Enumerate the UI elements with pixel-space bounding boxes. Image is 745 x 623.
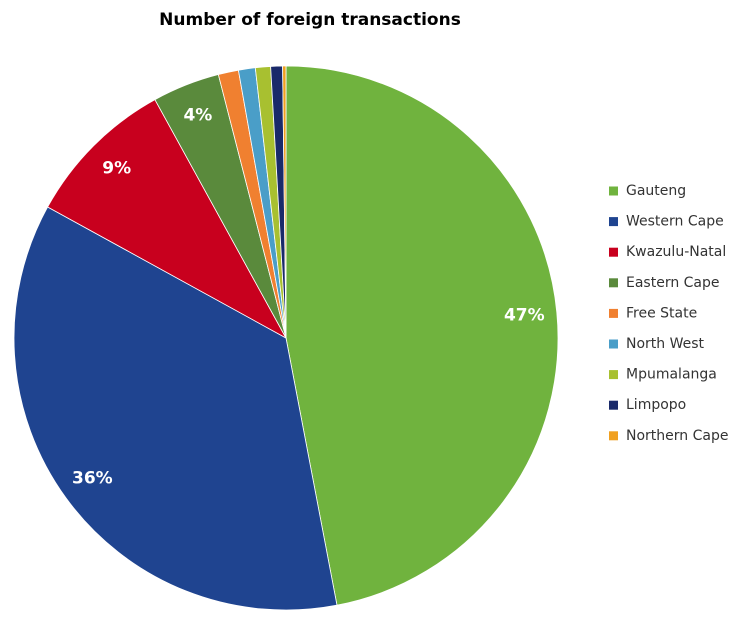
slice-label: 36% (72, 469, 113, 489)
legend-label: Northern Cape (626, 428, 728, 444)
pie-slice (13, 206, 338, 611)
legend-label: Gauteng (626, 183, 686, 199)
legend-swatch (609, 278, 618, 288)
legend-swatch (609, 247, 618, 257)
legend-label: Western Cape (626, 214, 724, 230)
legend-swatch (609, 400, 618, 410)
pie-slice (285, 65, 559, 606)
pie-slice (47, 99, 288, 340)
legend-swatch (609, 217, 618, 227)
legend-label: Mpumalanga (626, 367, 717, 383)
legend-label: Eastern Cape (626, 275, 720, 291)
legend-swatch (609, 186, 618, 196)
legend-label: Kwazulu-Natal (626, 244, 726, 260)
legend-swatch (609, 370, 618, 380)
pie-slice (282, 65, 287, 339)
chart-title: Number of foreign transactions (159, 10, 461, 30)
slice-label: 4% (183, 105, 212, 125)
legend-label: Free State (626, 305, 697, 321)
slice-label: 47% (504, 305, 545, 325)
legend-swatch (609, 339, 618, 349)
legend-swatch (609, 431, 618, 441)
legend-swatch (609, 308, 618, 318)
legend-label: North West (626, 336, 705, 352)
slice-label: 9% (102, 159, 131, 179)
legend-label: Limpopo (626, 397, 686, 413)
